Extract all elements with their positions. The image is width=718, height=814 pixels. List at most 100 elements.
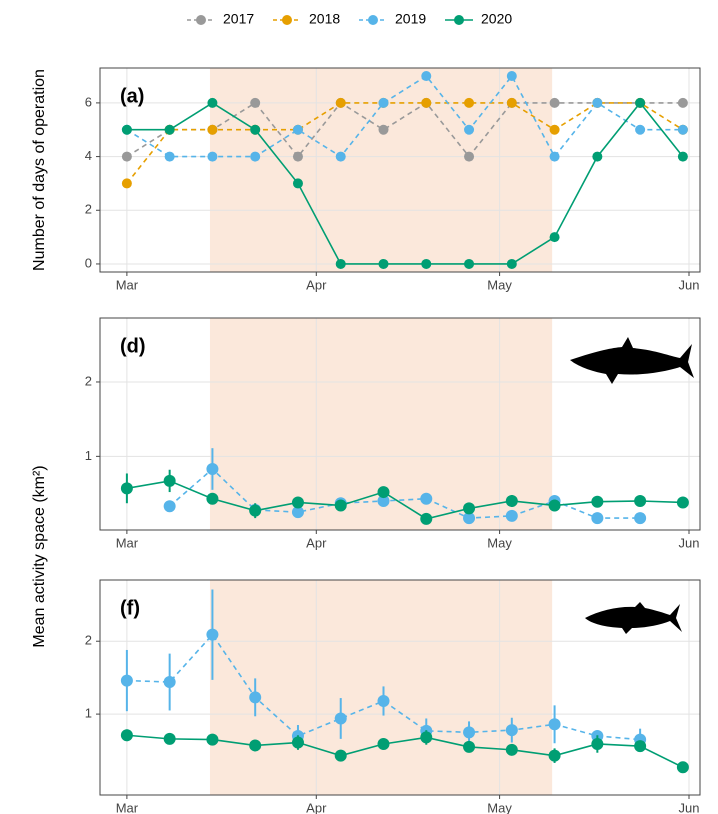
x-tick-label: Mar: [116, 535, 139, 550]
data-point: [549, 718, 561, 730]
data-point: [164, 733, 176, 745]
data-point: [122, 152, 132, 162]
data-point: [634, 512, 646, 524]
data-point: [549, 499, 561, 511]
data-point: [206, 629, 218, 641]
x-tick-label: May: [487, 535, 512, 550]
x-tick-label: Apr: [306, 277, 327, 292]
data-point: [249, 739, 261, 751]
data-point: [464, 125, 474, 135]
highlight-band: [210, 580, 552, 795]
panel-label: (a): [120, 85, 144, 107]
data-point: [206, 734, 218, 746]
data-point: [335, 712, 347, 724]
data-point: [164, 676, 176, 688]
data-point: [335, 750, 347, 762]
panel-label: (d): [120, 335, 146, 357]
data-point: [164, 475, 176, 487]
data-point: [507, 71, 517, 81]
x-tick-label: Mar: [116, 800, 139, 814]
data-point: [678, 98, 688, 108]
data-point: [463, 726, 475, 738]
data-point: [421, 259, 431, 269]
y-axis-title: Mean activity space (km²): [31, 465, 48, 647]
data-point: [207, 98, 217, 108]
data-point: [420, 513, 432, 525]
data-point: [165, 125, 175, 135]
data-point: [379, 259, 389, 269]
x-tick-label: Apr: [306, 800, 327, 814]
data-point: [250, 152, 260, 162]
data-point: [463, 741, 475, 753]
y-tick-label: 1: [85, 448, 92, 463]
y-tick-label: 2: [85, 633, 92, 648]
data-point: [591, 512, 603, 524]
data-point: [336, 259, 346, 269]
figure: 0246MarAprMayJun(a)Number of days of ope…: [0, 0, 718, 814]
x-tick-label: Jun: [679, 277, 700, 292]
data-point: [549, 750, 561, 762]
x-tick-label: Jun: [679, 800, 700, 814]
data-point: [336, 98, 346, 108]
legend-label: 2020: [481, 11, 512, 27]
data-point: [249, 691, 261, 703]
data-point: [164, 500, 176, 512]
data-point: [591, 738, 603, 750]
x-tick-label: Apr: [306, 535, 327, 550]
data-point: [550, 152, 560, 162]
data-point: [336, 152, 346, 162]
data-point: [250, 98, 260, 108]
data-point: [550, 125, 560, 135]
data-point: [463, 502, 475, 514]
data-point: [421, 71, 431, 81]
data-point: [592, 152, 602, 162]
data-point: [591, 496, 603, 508]
legend-label: 2017: [223, 11, 254, 27]
data-point: [464, 152, 474, 162]
data-point: [550, 98, 560, 108]
data-point: [464, 98, 474, 108]
y-axis-title: Number of days of operation: [31, 69, 48, 271]
data-point: [206, 493, 218, 505]
data-point: [507, 98, 517, 108]
data-point: [550, 232, 560, 242]
data-point: [293, 125, 303, 135]
data-point: [292, 496, 304, 508]
x-tick-label: Mar: [116, 277, 139, 292]
data-point: [634, 740, 646, 752]
data-point: [506, 724, 518, 736]
data-point: [420, 493, 432, 505]
data-point: [421, 98, 431, 108]
data-point: [506, 495, 518, 507]
x-tick-label: Jun: [679, 535, 700, 550]
y-tick-label: 2: [85, 202, 92, 217]
data-point: [121, 675, 133, 687]
data-point: [634, 495, 646, 507]
data-point: [122, 125, 132, 135]
data-point: [249, 505, 261, 517]
data-point: [378, 738, 390, 750]
data-point: [207, 125, 217, 135]
y-tick-label: 4: [85, 148, 92, 163]
x-tick-label: May: [487, 800, 512, 814]
data-point: [635, 98, 645, 108]
data-point: [677, 496, 689, 508]
legend-label: 2019: [395, 11, 426, 27]
y-tick-label: 2: [85, 373, 92, 388]
y-tick-label: 0: [85, 255, 92, 270]
data-point: [122, 178, 132, 188]
data-point: [507, 259, 517, 269]
panel-label: (f): [120, 597, 140, 619]
data-point: [378, 695, 390, 707]
data-point: [464, 259, 474, 269]
data-point: [293, 152, 303, 162]
legend-swatch: [282, 15, 292, 25]
data-point: [379, 125, 389, 135]
data-point: [379, 98, 389, 108]
data-point: [506, 744, 518, 756]
data-point: [293, 178, 303, 188]
data-point: [165, 152, 175, 162]
data-point: [592, 98, 602, 108]
legend-swatch: [454, 15, 464, 25]
